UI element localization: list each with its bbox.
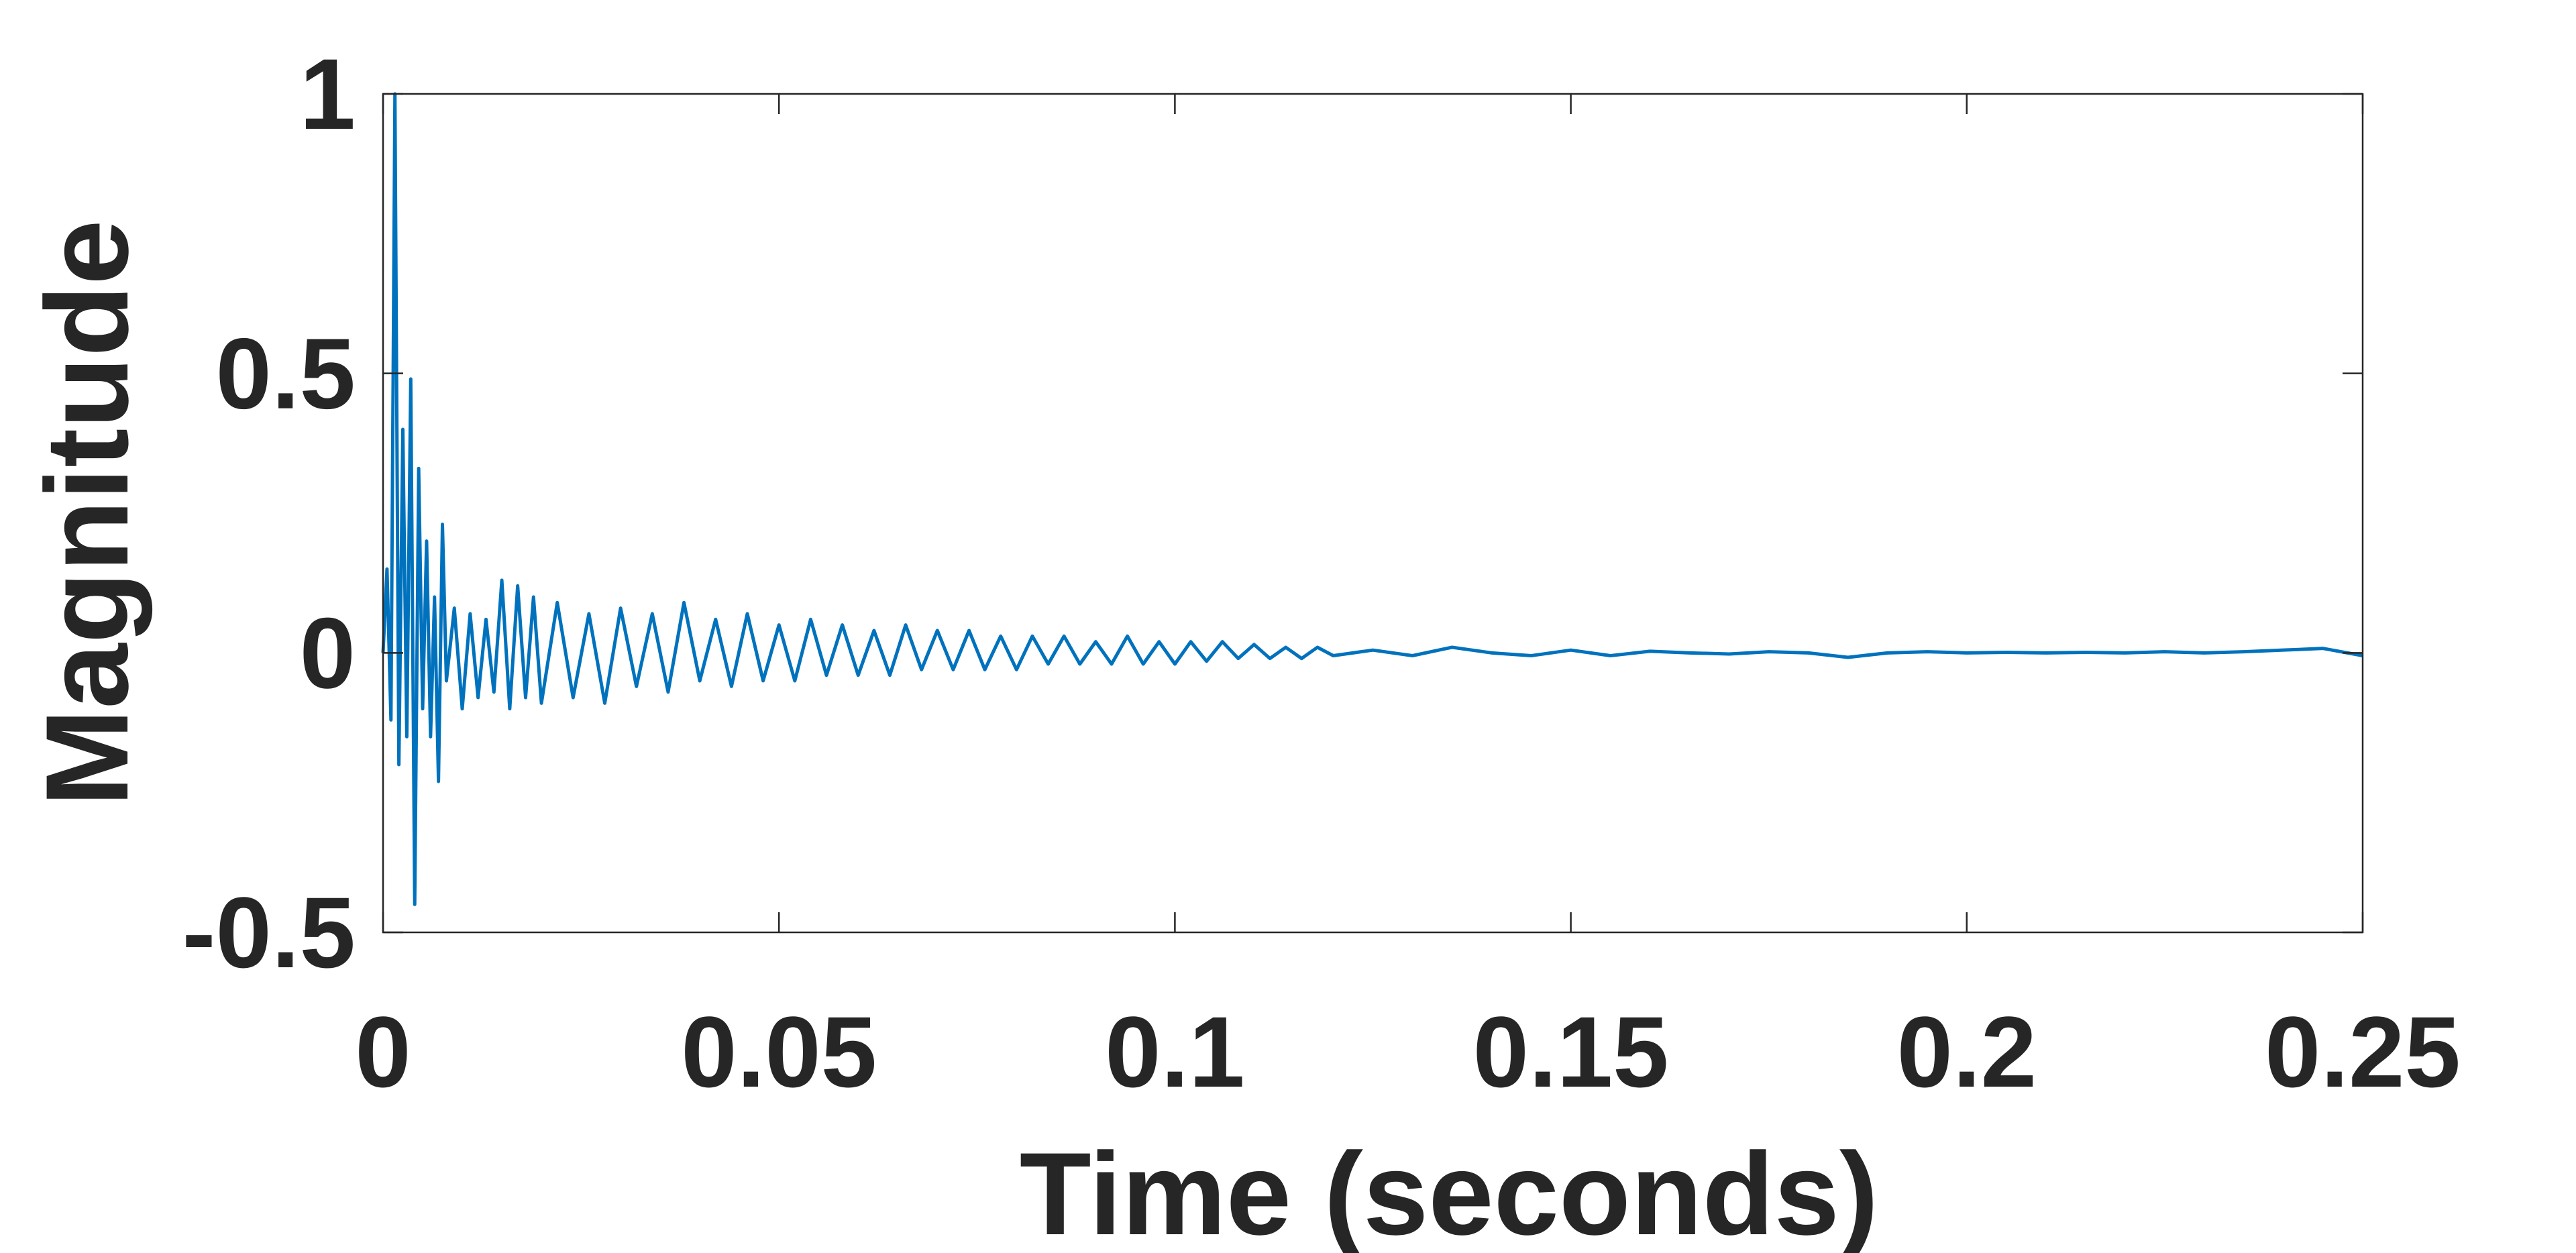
- y-tick-label: 0.5: [215, 317, 356, 430]
- y-tick-label: 0: [300, 596, 356, 709]
- y-tick-label: -0.5: [182, 876, 356, 989]
- x-tick-label: 0: [355, 995, 411, 1108]
- x-tick-label: 0.05: [681, 995, 877, 1108]
- x-tick-label: 0.15: [1473, 995, 1669, 1108]
- plot-frame: [382, 93, 2364, 934]
- data-line: [381, 92, 2363, 906]
- x-axis-title: Time (seconds): [1020, 1129, 1878, 1253]
- x-tick-label: 0.1: [1105, 995, 1245, 1108]
- y-axis-title: Magnitude: [22, 220, 153, 807]
- x-tick-label: 0.2: [1897, 995, 2037, 1108]
- y-tick-label: 1: [300, 38, 356, 150]
- x-tick-label: 0.25: [2265, 995, 2461, 1108]
